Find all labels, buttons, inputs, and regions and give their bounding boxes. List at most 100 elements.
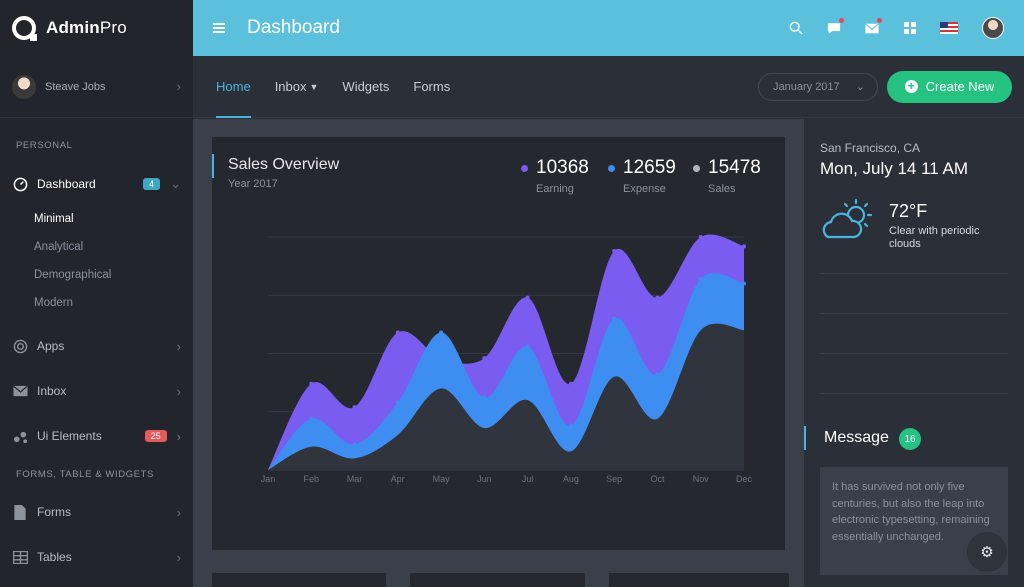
data-point xyxy=(742,281,746,286)
chevron-down-icon: ⌄ xyxy=(170,176,181,191)
dashboard-gauge-icon xyxy=(12,176,28,192)
data-point xyxy=(568,381,573,386)
sidebar: AdminPro Steave Jobs › PERSONAL Dashboar… xyxy=(0,0,193,587)
stat-expense: 12659 Expense xyxy=(608,157,676,195)
sidebar-item-tables[interactable]: Tables › xyxy=(0,532,193,582)
gear-icon[interactable]: ⚙ xyxy=(967,532,1007,572)
data-point xyxy=(395,330,400,335)
data-point xyxy=(482,395,487,400)
x-tick-label: Apr xyxy=(391,474,405,484)
sidebar-subitem-analytical[interactable]: Analytical xyxy=(34,241,84,253)
sidebar-item-forms[interactable]: Forms › xyxy=(0,492,193,532)
stat-earning: 10368 Earning xyxy=(521,157,589,195)
weather-description: Clear with periodic clouds xyxy=(889,225,980,250)
chat-icon[interactable] xyxy=(826,18,844,36)
top-header: Dashboard xyxy=(193,0,1024,56)
date-select[interactable]: January 2017 ⌄ xyxy=(758,72,878,101)
avatar xyxy=(12,74,36,99)
ui-elements-badge: 25 xyxy=(144,430,167,442)
sidebar-item-dashboard[interactable]: Dashboard 4 ⌄ xyxy=(0,169,193,199)
x-tick-label: Jan xyxy=(261,474,276,484)
tab-widgets[interactable]: Widgets xyxy=(342,79,390,94)
document-icon xyxy=(12,504,28,520)
chevron-down-icon: ▼ xyxy=(309,81,319,92)
page-title: Dashboard xyxy=(247,17,340,38)
sidebar-item-ui-elements[interactable]: Ui Elements 25 › xyxy=(0,417,193,455)
chevron-right-icon: › xyxy=(176,79,181,94)
divider xyxy=(820,393,1008,394)
data-point xyxy=(309,381,314,386)
data-point xyxy=(525,295,530,300)
plus-icon: + xyxy=(904,80,918,93)
section-personal: PERSONAL xyxy=(16,140,73,151)
chevron-right-icon: › xyxy=(176,428,181,444)
data-point xyxy=(482,356,487,361)
sidebar-subitem-modern[interactable]: Modern xyxy=(34,297,73,309)
brand[interactable]: AdminPro xyxy=(0,0,193,56)
avatar[interactable] xyxy=(982,17,1004,39)
sidebar-item-label: Tables xyxy=(37,550,72,564)
hamburger-icon[interactable] xyxy=(213,23,225,33)
bottom-cards xyxy=(212,573,813,587)
create-new-button[interactable]: + Create New xyxy=(887,70,1012,103)
widget-card xyxy=(609,573,789,587)
stat-sales: 15478 Sales xyxy=(693,157,761,195)
data-point xyxy=(655,295,660,300)
message-count-badge: 16 xyxy=(899,428,921,450)
sub-navigation: Home Inbox ▼ Widgets Forms January 2017 ⌄… xyxy=(193,56,1024,118)
card-title: Sales Overview xyxy=(228,156,340,173)
widget-card xyxy=(410,573,585,587)
chevron-right-icon: › xyxy=(176,549,181,565)
sales-area-chart: Jan Feb Mar Apr May Jun Jul Aug Sep Oct Nov Dec xyxy=(261,234,753,484)
x-tick-label: Nov xyxy=(693,474,710,484)
message-title: Message xyxy=(824,429,889,446)
partly-cloudy-icon xyxy=(818,197,876,248)
chevron-right-icon: › xyxy=(176,338,181,354)
weather-datetime: Mon, July 14 11 AM xyxy=(820,159,969,178)
data-point xyxy=(439,330,444,335)
sidebar-item-label: Forms xyxy=(37,505,71,519)
sidebar-item-apps[interactable]: Apps › xyxy=(0,327,193,365)
user-name: Steave Jobs xyxy=(45,80,106,93)
x-tick-label: Oct xyxy=(650,474,665,484)
x-tick-label: Jun xyxy=(477,474,492,484)
data-point xyxy=(395,400,400,405)
right-panel: San Francisco, CA Mon, July 14 11 AM 72°… xyxy=(804,119,1024,587)
tab-home[interactable]: Home xyxy=(216,56,251,118)
x-tick-label: Aug xyxy=(563,474,579,484)
divider xyxy=(820,353,1008,354)
data-point xyxy=(655,372,660,377)
main-content: Sales Overview Year 2017 10368 Earning 1… xyxy=(193,119,804,587)
sales-overview-card: Sales Overview Year 2017 10368 Earning 1… xyxy=(212,137,785,550)
data-point xyxy=(698,235,703,239)
tab-inbox[interactable]: Inbox ▼ xyxy=(274,79,319,94)
card-subtitle: Year 2017 xyxy=(228,178,278,190)
chevron-right-icon: › xyxy=(176,383,181,399)
user-profile[interactable]: Steave Jobs › xyxy=(0,56,193,118)
chevron-right-icon: › xyxy=(176,504,181,520)
sidebar-subitem-minimal[interactable]: Minimal xyxy=(34,213,74,225)
widget-card xyxy=(212,573,386,587)
data-point xyxy=(309,416,314,421)
search-icon[interactable] xyxy=(788,20,804,36)
x-tick-label: Dec xyxy=(736,474,753,484)
x-tick-label: Mar xyxy=(347,474,363,484)
sidebar-item-label: Apps xyxy=(37,339,65,353)
tab-forms[interactable]: Forms xyxy=(413,79,451,94)
data-point xyxy=(525,344,530,349)
x-tick-label: Sep xyxy=(606,474,622,484)
data-point xyxy=(698,276,703,281)
mail-icon[interactable] xyxy=(864,18,882,36)
apps-target-icon xyxy=(12,338,28,354)
us-flag-icon[interactable] xyxy=(940,22,958,34)
apps-grid-icon[interactable] xyxy=(902,20,918,36)
sidebar-subitem-demographical[interactable]: Demographical xyxy=(34,269,112,281)
data-point xyxy=(352,442,357,447)
data-point xyxy=(568,423,573,428)
series-area-sales xyxy=(268,323,744,470)
section-forms: FORMS, TABLE & WIDGETS xyxy=(16,469,154,480)
sidebar-item-inbox[interactable]: Inbox › xyxy=(0,365,193,417)
date-select-value: January 2017 xyxy=(773,80,840,93)
sidebar-item-label: Dashboard xyxy=(37,177,96,191)
x-tick-label: May xyxy=(433,474,451,484)
